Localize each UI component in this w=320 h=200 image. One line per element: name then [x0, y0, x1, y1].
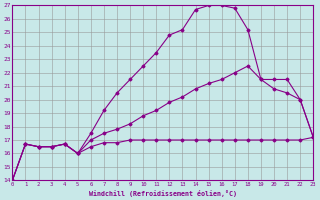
- X-axis label: Windchill (Refroidissement éolien,°C): Windchill (Refroidissement éolien,°C): [89, 190, 237, 197]
